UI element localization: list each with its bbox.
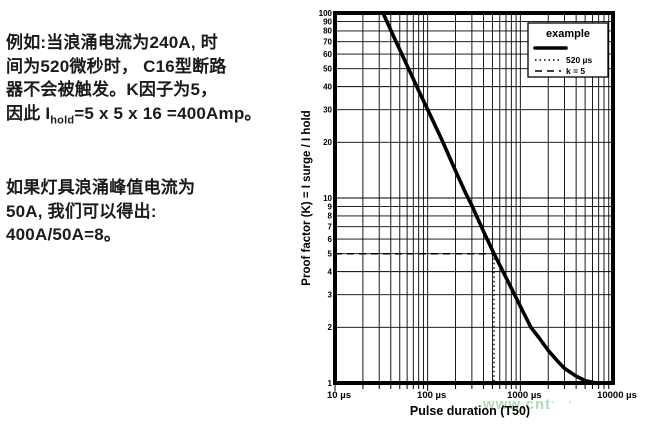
x-tick-label: 100 µs — [417, 390, 446, 401]
y-tick-label: 2 — [328, 323, 333, 332]
y-tick-label: 5 — [328, 249, 333, 258]
y-tick-label: 70 — [323, 37, 332, 46]
y-tick-label: 20 — [323, 138, 332, 147]
y-tick-label: 6 — [328, 235, 333, 244]
plot-border — [333, 11, 615, 385]
example-paragraph-2: 如果灯具浪涌峰值电流为 50A, 我们可以得出: 400A/50A=8。 — [6, 176, 302, 247]
para1-line3: 器不会被触发。K因子为5， — [6, 80, 218, 99]
y-tick-label: 1 — [328, 379, 333, 388]
y-tick-label: 8 — [328, 212, 333, 221]
y-tick-label: 9 — [328, 202, 333, 211]
series-breaker-tripping-curve — [381, 11, 615, 385]
legend-label: k = 5 — [566, 66, 585, 76]
y-tick-label: 7 — [328, 222, 333, 231]
y-tick-label: 80 — [323, 27, 332, 36]
para2-line2: 50A, 我们可以得出: — [6, 201, 157, 221]
y-tick-label: 40 — [323, 82, 332, 91]
example-paragraph-1: 例如:当浪涌电流为240A, 时 间为520微秒时， C16型断路 器不会被触发… — [6, 31, 302, 132]
para2-line3: 400A/50A=8。 — [6, 225, 122, 244]
y-tick-label: 90 — [323, 17, 332, 26]
x-tick-label: 1000 µs — [507, 390, 542, 401]
legend-title: example — [546, 28, 590, 40]
proof-factor-chart: www.cnt·· 100 90 80 70 60 50 40 30 20 10 9 8 7 6 5 4 3 2 1… — [300, 0, 647, 426]
y-axis-title: Proof factor (K) = I surge / I hold — [301, 110, 313, 285]
x-axis-title: Pulse duration (T50) — [410, 404, 530, 418]
para1-line4: 因此 Ihold=5 x 5 x 16 =400Amp。 — [6, 103, 262, 126]
y-tick-label: 50 — [323, 64, 332, 73]
legend-box — [527, 22, 609, 78]
para1-line2: 间为520微秒时， C16型断路 — [6, 56, 227, 76]
y-tick-label: 100 — [319, 9, 333, 18]
y-tick-label: 10 — [323, 194, 332, 203]
x-tick-label: 10000 µs — [597, 390, 637, 401]
x-tick-label: 10 µs — [327, 390, 351, 401]
para1-line1: 例如:当浪涌电流为240A, 时 — [6, 33, 218, 52]
watermark: www.cnt·· — [483, 396, 586, 413]
y-tick-label: 30 — [323, 106, 332, 115]
y-tick-label: 3 — [328, 291, 333, 300]
legend-label: 520 µs — [566, 55, 592, 65]
y-tick-label: 4 — [328, 267, 333, 276]
para2-line1: 如果灯具浪涌峰值电流为 — [6, 178, 196, 197]
y-tick-label: 60 — [323, 50, 332, 59]
ihold-subscript: hold — [50, 113, 75, 126]
